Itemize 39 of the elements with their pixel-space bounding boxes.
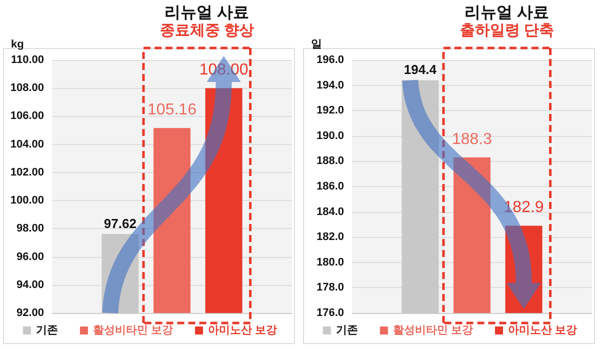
legend-label: 활성비타민 보강 xyxy=(92,324,174,336)
y-tick-label: 182.0 xyxy=(316,231,344,244)
data-label: 105.16 xyxy=(148,102,197,119)
y-axis-title: kg xyxy=(11,38,24,50)
y-tick-label: 192.0 xyxy=(316,104,344,117)
legend-label: 기존 xyxy=(36,324,58,336)
y-tick-label: 106.00 xyxy=(10,110,44,122)
y-tick-label: 110.00 xyxy=(10,54,44,66)
y-tick-label: 102.00 xyxy=(10,166,44,178)
y-tick-label: 104.00 xyxy=(10,138,44,150)
y-tick-label: 98.00 xyxy=(16,222,44,235)
y-tick-label: 190.0 xyxy=(316,130,344,142)
chart-subtitle: 종료체중 향상 xyxy=(160,22,254,39)
y-tick-label: 100.00 xyxy=(10,194,44,207)
y-tick-label: 92.00 xyxy=(16,307,44,319)
y-axis-title: 일 xyxy=(311,38,322,50)
y-tick-label: 196.0 xyxy=(316,54,344,66)
legend-label: 기존 xyxy=(336,324,358,336)
y-tick-label: 178.0 xyxy=(316,282,344,294)
y-tick-label: 188.0 xyxy=(316,155,344,168)
chart-title: 리뉴얼 사료 xyxy=(464,4,550,22)
y-tick-label: 184.0 xyxy=(316,206,344,218)
data-label: 194.4 xyxy=(404,62,438,78)
data-label: 97.62 xyxy=(104,216,136,232)
y-tick-label: 96.00 xyxy=(16,250,44,263)
y-tick-label: 108.00 xyxy=(10,82,44,94)
data-label: 188.3 xyxy=(452,130,492,148)
y-tick-label: 186.0 xyxy=(316,180,344,192)
legend-label: 활성비타민 보강 xyxy=(392,324,474,336)
chart-subtitle: 출하일령 단축 xyxy=(460,22,554,39)
legend-label: 아미노산 보강 xyxy=(208,324,278,336)
data-label: 108.00 xyxy=(199,62,248,79)
chart-title: 리뉴얼 사료 xyxy=(164,4,250,22)
y-tick-label: 194.0 xyxy=(316,79,344,92)
y-tick-label: 176.0 xyxy=(316,307,344,319)
legend-label: 아미노산 보강 xyxy=(508,324,578,336)
data-label: 182.9 xyxy=(504,199,544,216)
y-tick-label: 180.0 xyxy=(316,256,344,268)
y-tick-label: 94.00 xyxy=(16,278,44,291)
